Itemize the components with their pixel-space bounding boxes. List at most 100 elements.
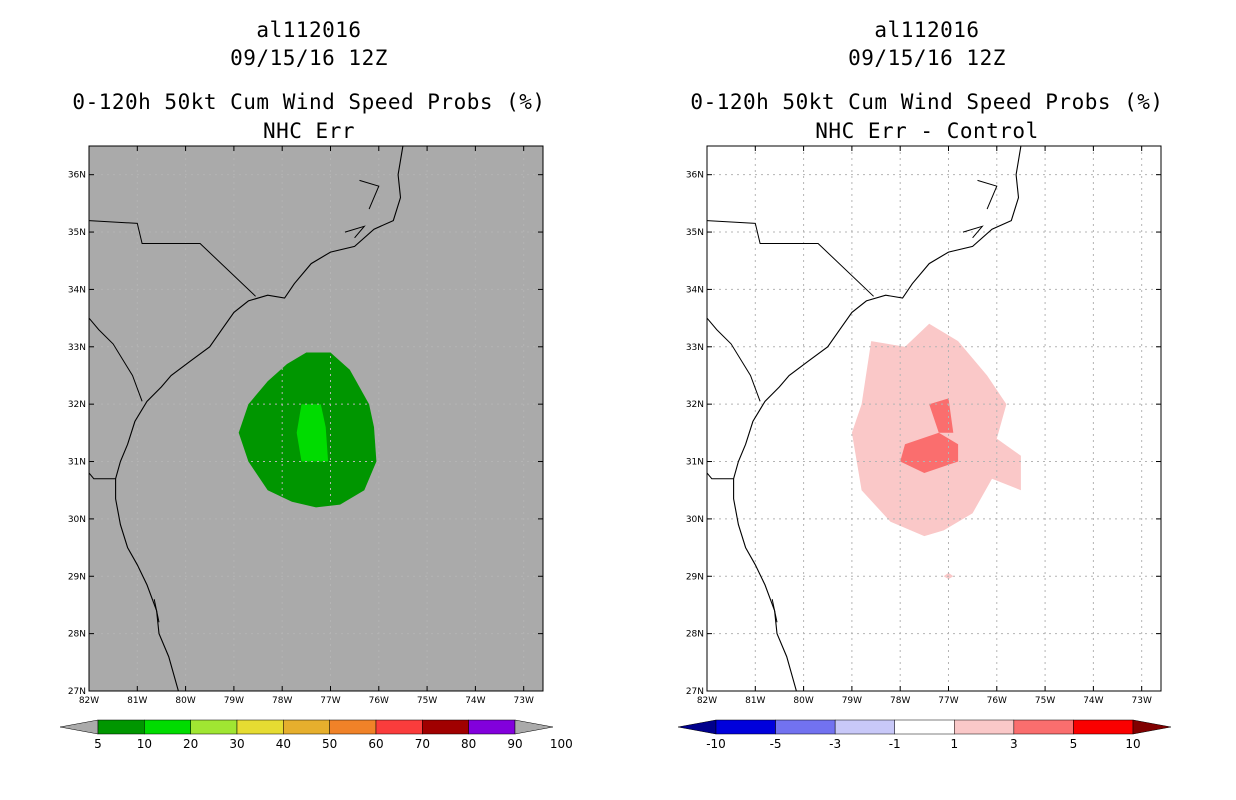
colorbar-low-arrow (59, 719, 99, 735)
latitude-label: 27N (686, 687, 704, 697)
storm-id: al112016 (256, 18, 362, 42)
map-frame (88, 145, 544, 692)
latitude-label: 33N (68, 343, 86, 353)
colorbar-label: 60 (368, 737, 383, 751)
longitude-label: 81W (127, 696, 147, 706)
product-title: 0-120h 50kt Cum Wind Speed Probs (%) (72, 90, 546, 114)
colorbar-label: 70 (415, 737, 430, 751)
colorbar-swatch (834, 719, 895, 735)
latitude-label: 31N (68, 458, 86, 468)
colorbar-label: -5 (770, 737, 782, 751)
longitude-label: 81W (745, 696, 765, 706)
colorbar-swatch (329, 719, 377, 735)
longitude-label: 80W (175, 696, 195, 706)
colorbar-label: -3 (829, 737, 841, 751)
longitude-label: 75W (1035, 696, 1055, 706)
colorbar-swatch (236, 719, 284, 735)
latitude-label: 34N (686, 285, 704, 295)
panel-subtitle: NHC Err - Control (815, 119, 1039, 143)
colorbar-high-arrow (514, 719, 554, 735)
map-frame (706, 145, 1162, 692)
colorbar-label: 20 (183, 737, 198, 751)
storm-id: al112016 (874, 18, 980, 42)
longitude-label: 73W (1132, 696, 1152, 706)
colorbar-swatch (190, 719, 238, 735)
longitude-label: 80W (793, 696, 813, 706)
coastline-inlet (962, 225, 984, 239)
longitude-label: 82W (79, 696, 99, 706)
forecast-datetime: 09/15/16 12Z (848, 46, 1006, 70)
longitude-label: 77W (938, 696, 958, 706)
colorbar-label: 10 (137, 737, 152, 751)
longitude-label: 77W (320, 696, 340, 706)
colorbar-swatch (1073, 719, 1134, 735)
longitude-label: 75W (417, 696, 437, 706)
latitude-label: 30N (686, 515, 704, 525)
latitude-label: 36N (68, 171, 86, 181)
contour-10-20 (296, 404, 329, 462)
map-figure: 82W 81W 80W 79W 78W 77W 76W 75W 74W 73W 27N 28N 29N 3… (59, 145, 573, 751)
latitude-label: 28N (686, 630, 704, 640)
colorbar-label: -1 (889, 737, 901, 751)
latitude-label: 29N (686, 572, 704, 582)
colorbar-low-arrow (677, 719, 717, 735)
contour-1-3 (851, 323, 1021, 537)
panel-subtitle: NHC Err (262, 119, 355, 143)
colorbar-label: 30 (229, 737, 244, 751)
colorbar-label: 50 (322, 737, 337, 751)
plot-area (89, 146, 543, 691)
state-border (707, 472, 734, 480)
longitude-label: 78W (272, 696, 292, 706)
longitude-label: 78W (890, 696, 910, 706)
coastline (733, 146, 1022, 691)
latitude-label: 31N (686, 458, 704, 468)
latitude-label: 35N (686, 228, 704, 238)
longitude-label: 82W (697, 696, 717, 706)
colorbar-label: -10 (706, 737, 726, 751)
colorbar-swatch (1013, 719, 1074, 735)
colorbar-label: 40 (276, 737, 291, 751)
colorbar-label: 80 (461, 737, 476, 751)
latitude-label: 36N (686, 171, 704, 181)
coastline-inlet (153, 599, 160, 623)
longitude-label: 74W (1083, 696, 1103, 706)
colorbar-swatch (468, 719, 516, 735)
product-title: 0-120h 50kt Cum Wind Speed Probs (%) (690, 90, 1164, 114)
coastline-inlet (359, 179, 380, 210)
state-border (89, 472, 116, 480)
latitude-label: 27N (68, 687, 86, 697)
colorbar-swatch (375, 719, 423, 735)
longitude-label: 74W (465, 696, 485, 706)
contour-3-5 (900, 398, 959, 473)
latitude-label: 34N (68, 285, 86, 295)
longitude-label: 79W (842, 696, 862, 706)
coastline (115, 146, 404, 691)
longitude-label: 76W (369, 696, 389, 706)
longitude-label: 76W (987, 696, 1007, 706)
colorbar-label: 1 (950, 737, 958, 751)
colorbar-swatch (894, 719, 955, 735)
plot-area (707, 146, 1161, 691)
right-panel: al112016 09/15/16 12Z 0-120h 50kt Cum Wi… (618, 0, 1236, 800)
colorbar-swatch (97, 719, 145, 735)
colorbar-label: 100 (550, 737, 573, 751)
latitude-label: 35N (68, 228, 86, 238)
forecast-datetime: 09/15/16 12Z (230, 46, 388, 70)
colorbar-swatch (715, 719, 776, 735)
state-border (89, 220, 256, 297)
state-border (707, 220, 874, 297)
latitude-label: 32N (68, 400, 86, 410)
colorbar-label: 90 (507, 737, 522, 751)
latitude-label: 33N (686, 343, 704, 353)
latitude-label: 32N (686, 400, 704, 410)
map-figure: 82W 81W 80W 79W 78W 77W 76W 75W 74W 73W 27N 28N 29N 3… (677, 145, 1172, 751)
state-border (89, 317, 143, 402)
colorbar-swatch (954, 719, 1015, 735)
left-panel: al112016 09/15/16 12Z 0-120h 50kt Cum Wi… (59, 18, 573, 751)
colorbar-swatch (422, 719, 469, 735)
colorbar-label: 3 (1010, 737, 1018, 751)
colorbar-swatch (144, 719, 191, 735)
latitude-label: 28N (68, 630, 86, 640)
colorbar-swatch (775, 719, 836, 735)
longitude-label: 73W (514, 696, 534, 706)
